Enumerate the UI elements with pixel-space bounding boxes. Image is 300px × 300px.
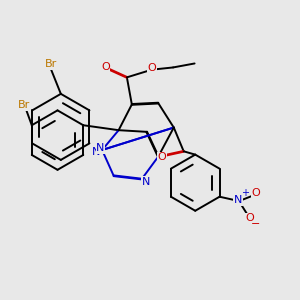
Text: N: N <box>92 147 100 157</box>
Text: O: O <box>147 63 156 73</box>
Text: N: N <box>96 143 105 153</box>
Text: N: N <box>233 195 242 205</box>
Text: −: − <box>251 219 261 229</box>
Text: O: O <box>251 188 260 198</box>
Text: Br: Br <box>45 59 57 69</box>
Text: O: O <box>101 62 110 72</box>
Text: +: + <box>241 188 249 198</box>
Text: Br: Br <box>17 100 30 110</box>
Text: N: N <box>142 177 150 187</box>
Text: O: O <box>157 152 166 162</box>
Text: O: O <box>245 213 254 223</box>
